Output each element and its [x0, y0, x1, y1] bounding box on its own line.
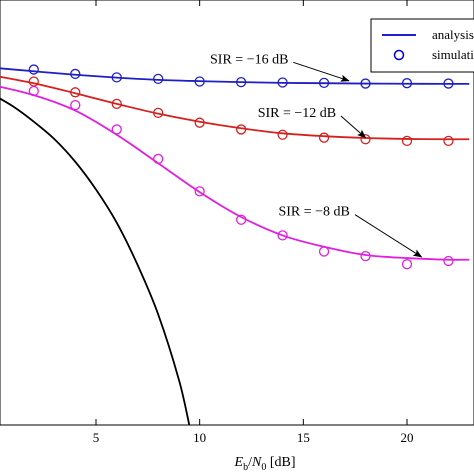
- data-point-sir-8-db: [235, 214, 247, 225]
- series-line-sir-16-db: [0, 67, 470, 85]
- data-point-sir-16-db: [194, 76, 205, 87]
- data-point-sir-16-db: [277, 77, 288, 88]
- data-point-sir-12-db: [277, 129, 288, 140]
- annotation-layer: SIR = −16 dB SIR = −12 dB SIR = −8 dB: [210, 52, 423, 258]
- data-point-sir-12-db: [111, 98, 122, 110]
- plot-frame: [0, 0, 474, 426]
- data-point-sir-16-db: [360, 78, 371, 89]
- annotation-arrow: [354, 214, 423, 258]
- annotation-arrow: [340, 115, 367, 139]
- legend-label-analysis: analysis: [432, 27, 474, 42]
- data-point-sir-16-db: [318, 77, 330, 88]
- data-point-sir-16-db: [401, 78, 413, 89]
- data-point-sir-8-db: [111, 124, 122, 135]
- legend-marker-swatch: [393, 49, 405, 61]
- series-line-sir-12-db: [0, 75, 470, 141]
- x-tick-label: 20: [400, 430, 413, 445]
- data-point-sir-16-db: [28, 64, 39, 75]
- series-line-sir-8-db: [0, 85, 470, 261]
- x-axis-ticks: 5 10 15 20: [93, 0, 413, 445]
- data-point-sir-8-db: [28, 85, 39, 97]
- data-point-sir-12-db: [360, 134, 371, 145]
- data-point-sir-12-db: [28, 76, 39, 87]
- data-point-sir-12-db: [318, 132, 330, 143]
- series-line-reference: [0, 97, 191, 426]
- data-point-sir-12-db: [194, 117, 205, 128]
- data-point-sir-8-db: [194, 186, 205, 197]
- data-point-sir-16-db: [443, 78, 454, 89]
- x-axis-label: Eb/N0 [dB]: [234, 455, 296, 473]
- data-point-sir-12-db: [401, 135, 413, 147]
- data-point-sir-12-db: [70, 87, 81, 98]
- data-point-sir-16-db: [153, 73, 164, 85]
- annotation-label: SIR = −8 dB: [278, 205, 349, 220]
- legend-box: [370, 18, 474, 73]
- data-point-sir-16-db: [235, 77, 247, 88]
- series-layer: [0, 67, 470, 426]
- annotation-label: SIR = −12 dB: [258, 106, 336, 121]
- data-point-sir-12-db: [235, 124, 247, 135]
- x-tick-label: 5: [93, 430, 100, 445]
- data-point-sir-16-db: [70, 68, 81, 80]
- legend: analysis simulation: [370, 18, 474, 73]
- data-point-sir-8-db: [401, 259, 413, 270]
- data-point-sir-12-db: [443, 135, 454, 147]
- data-point-sir-8-db: [360, 250, 371, 262]
- data-point-sir-8-db: [277, 230, 288, 241]
- data-point-sir-16-db: [111, 72, 122, 83]
- data-point-sir-8-db: [153, 153, 164, 165]
- x-tick-label: 15: [297, 430, 310, 445]
- data-point-sir-8-db: [70, 99, 81, 111]
- data-point-sir-12-db: [153, 107, 164, 119]
- data-point-sir-8-db: [443, 255, 454, 267]
- legend-label-simulation: simulation: [432, 47, 474, 62]
- annotation-arrow: [293, 61, 350, 82]
- marker-layer: [28, 64, 454, 270]
- data-point-sir-8-db: [318, 246, 330, 257]
- annotation-label: SIR = −16 dB: [210, 52, 288, 67]
- x-tick-label: 10: [193, 430, 206, 445]
